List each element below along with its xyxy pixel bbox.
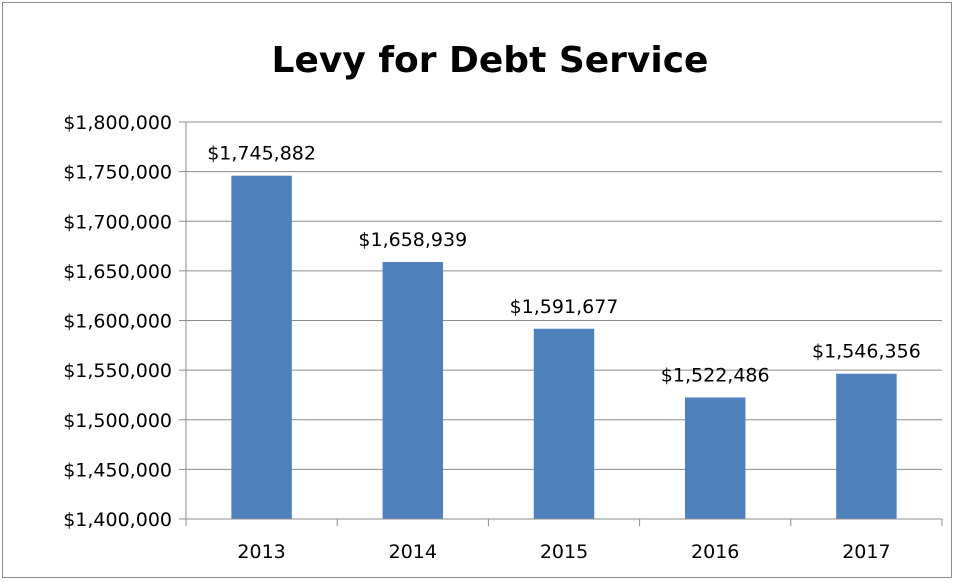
data-label-2016: $1,522,486	[661, 364, 770, 386]
gridlines	[186, 121, 942, 470]
y-tick-label: $1,500,000	[63, 410, 172, 432]
data-label-2017: $1,546,356	[812, 341, 921, 363]
bar-2015	[533, 328, 595, 519]
chart-title: Levy for Debt Service	[272, 40, 709, 81]
data-label-2013: $1,745,882	[207, 143, 316, 165]
y-axis-ticks: $1,400,000 $1,450,000 $1,500,000 $1,550,000…	[63, 112, 186, 531]
data-label-2015: $1,591,677	[510, 296, 619, 318]
x-category-label: 2017	[842, 541, 890, 563]
bar-2016	[684, 397, 746, 519]
y-tick-label: $1,650,000	[63, 261, 172, 283]
y-tick-label: $1,400,000	[63, 509, 172, 531]
y-tick-label: $1,700,000	[63, 211, 172, 233]
data-labels: $1,745,882 $1,658,939 $1,591,677 $1,522,486…	[207, 143, 921, 387]
y-tick-label: $1,800,000	[63, 112, 172, 134]
y-tick-label: $1,600,000	[63, 311, 172, 333]
bars	[231, 175, 897, 520]
axes	[185, 122, 943, 526]
y-tick-label: $1,550,000	[63, 360, 172, 382]
bar-2017	[836, 373, 897, 519]
x-category-label: 2016	[691, 541, 739, 563]
chart-frame	[2, 2, 952, 578]
x-category-label: 2015	[540, 541, 588, 563]
x-axis-categories: 2013 2014 2015 2016 2017	[237, 541, 890, 563]
y-tick-label: $1,750,000	[63, 162, 172, 184]
x-category-label: 2013	[237, 541, 285, 563]
y-tick-label: $1,450,000	[63, 459, 172, 481]
bar-2014	[382, 262, 444, 519]
data-label-2014: $1,658,939	[358, 229, 467, 251]
bar-2013	[231, 175, 292, 520]
x-category-label: 2014	[389, 541, 437, 563]
